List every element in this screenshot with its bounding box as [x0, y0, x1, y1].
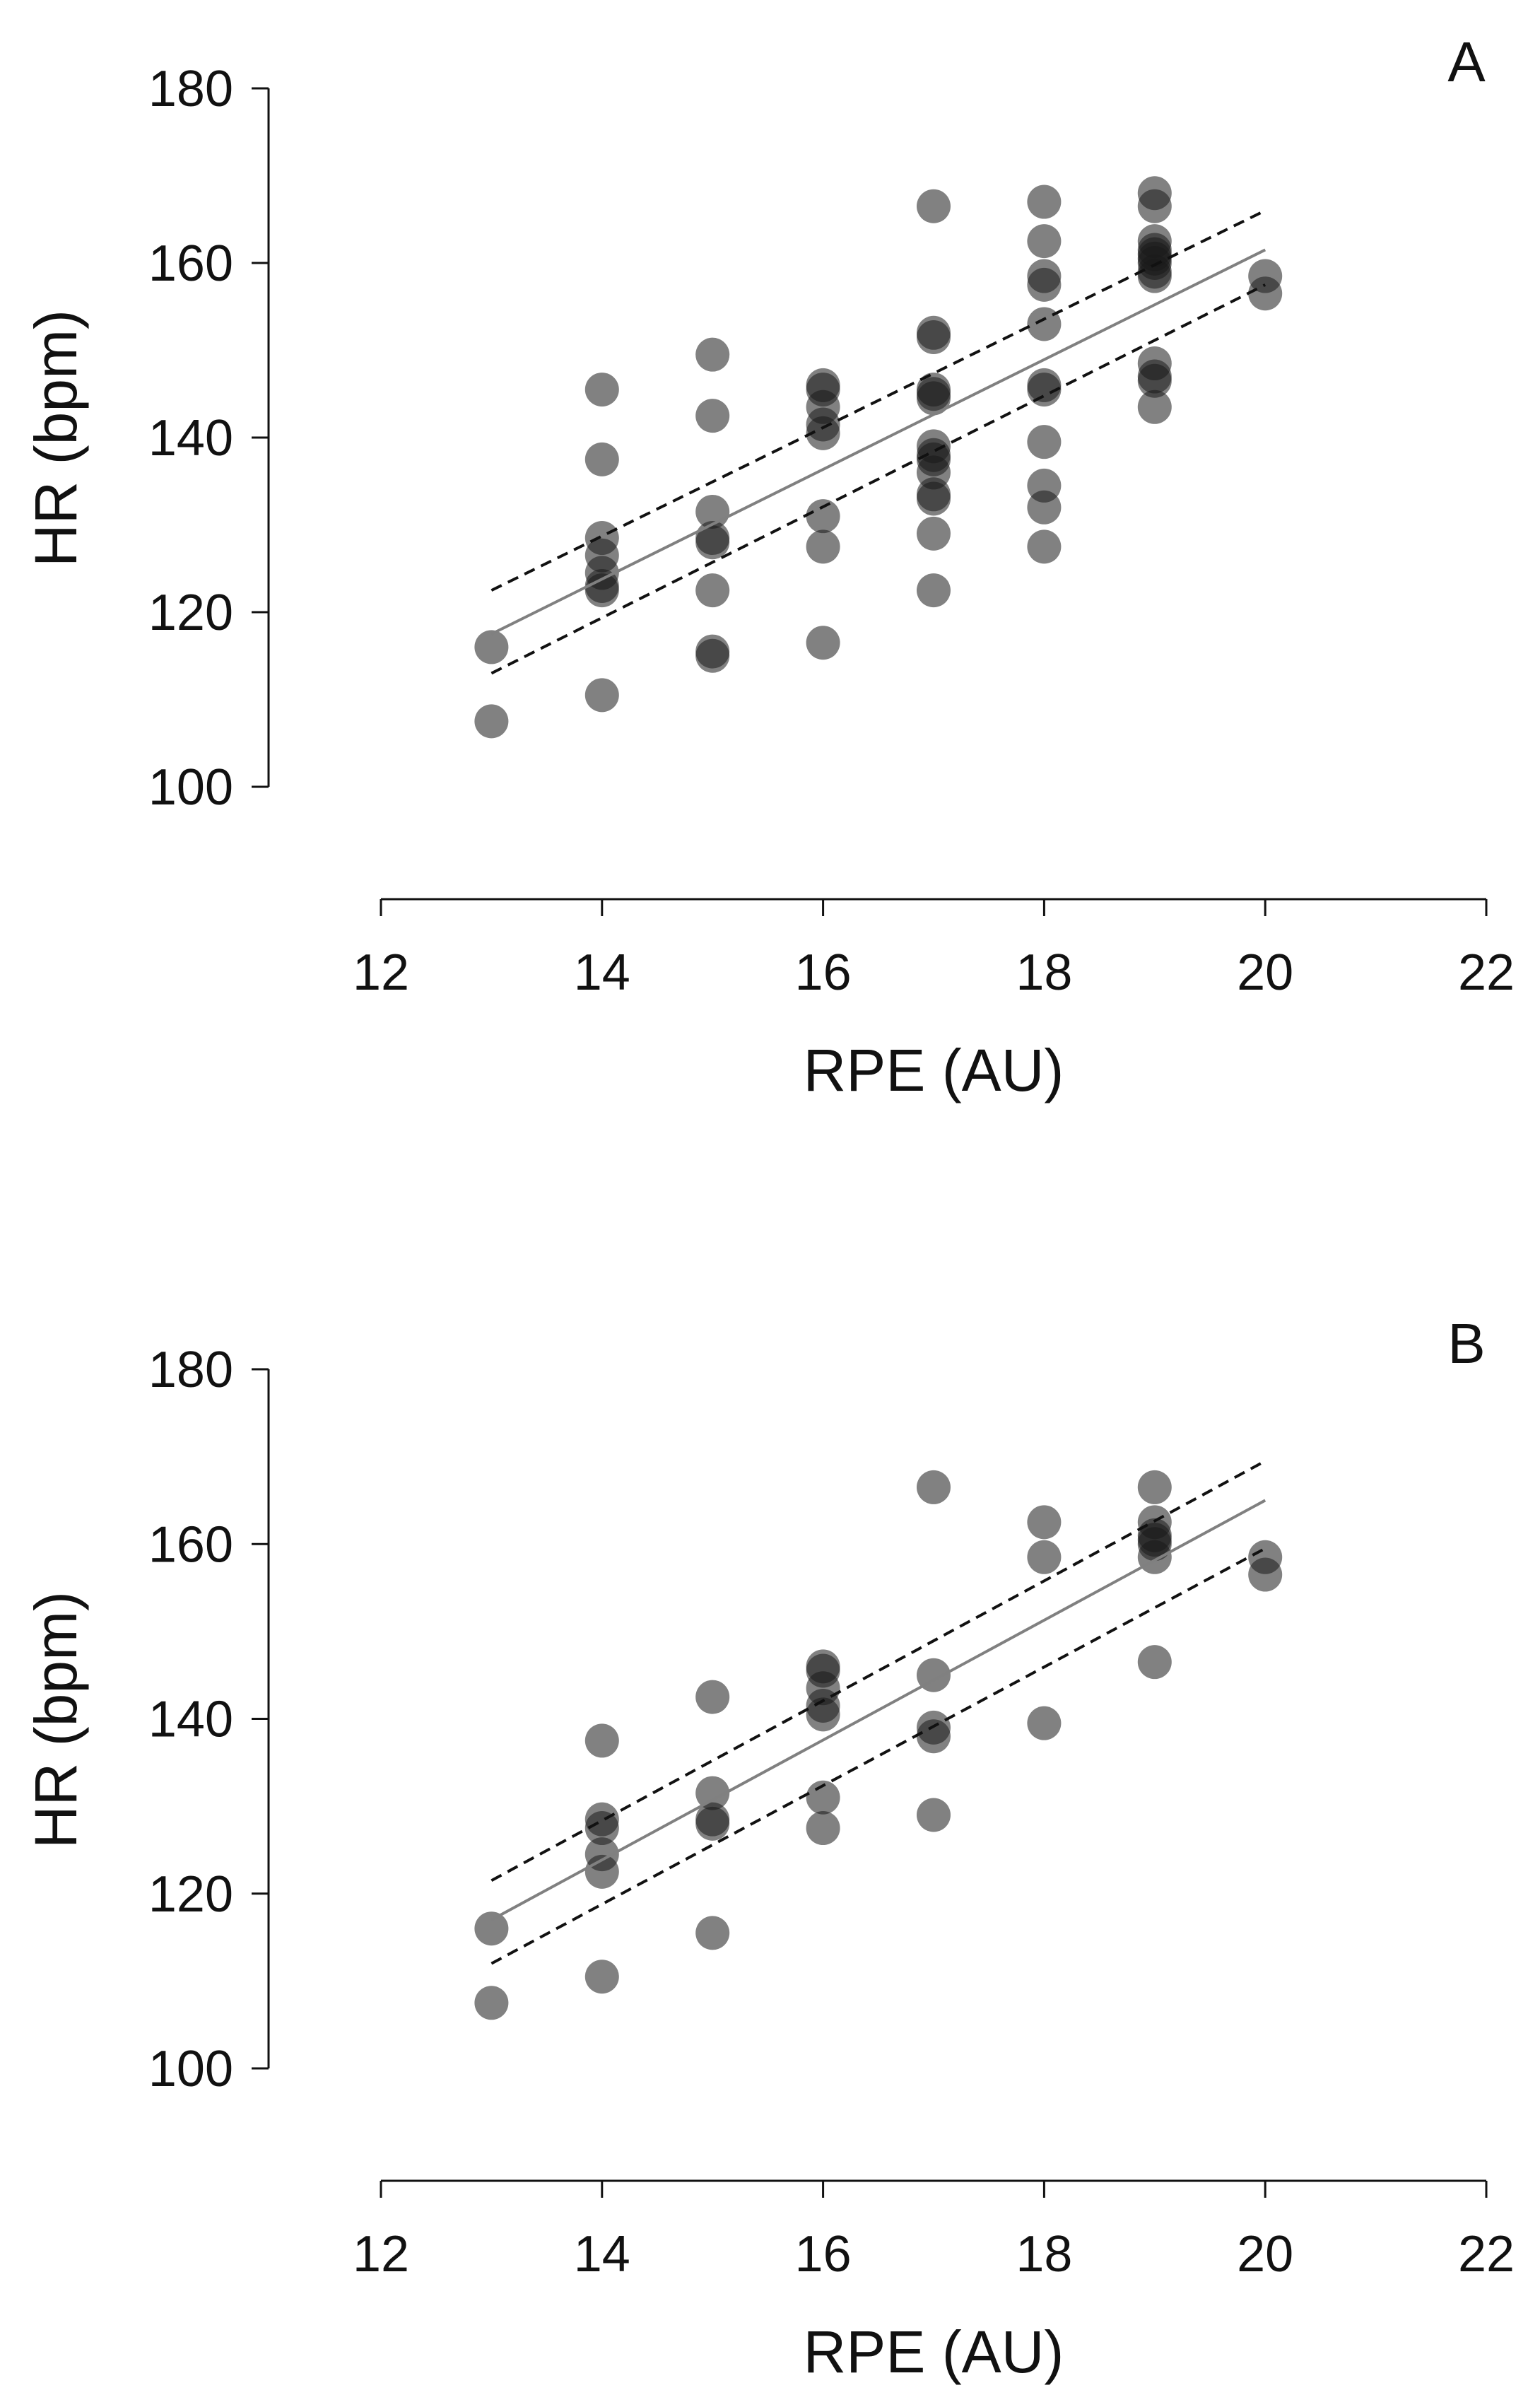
- data-point: [1027, 373, 1062, 407]
- data-point: [806, 499, 840, 534]
- x-tick-label: 12: [353, 944, 409, 1001]
- x-ticks: 12 14 16 18 20 22: [353, 2181, 1515, 2283]
- ci-lower-line: [490, 283, 1266, 675]
- y-tick-label: 180: [148, 61, 233, 117]
- data-point: [1137, 390, 1172, 424]
- data-point: [584, 1811, 619, 1846]
- data-point: [1137, 259, 1172, 293]
- y-tick-label: 180: [148, 1342, 233, 1398]
- data-point: [1027, 1706, 1062, 1740]
- data-point: [584, 678, 619, 713]
- x-ticks: 12 14 16 18 20 22: [353, 899, 1515, 1001]
- data-point: [474, 1911, 509, 1946]
- x-tick-label: 16: [795, 944, 852, 1001]
- data-point: [1137, 1470, 1172, 1504]
- x-axis-title: RPE (AU): [804, 2319, 1064, 2385]
- y-axis-title: HR (bpm): [23, 310, 89, 567]
- data-point: [917, 573, 951, 608]
- data-point: [1137, 1645, 1172, 1680]
- data-point: [1027, 529, 1062, 564]
- data-point: [695, 337, 730, 372]
- x-tick-label: 14: [574, 2226, 630, 2283]
- data-point: [917, 320, 951, 354]
- data-point: [806, 1811, 840, 1846]
- panel-label: B: [1447, 1312, 1485, 1375]
- x-tick-label: 22: [1458, 944, 1515, 1001]
- data-point: [584, 373, 619, 407]
- data-point: [695, 638, 730, 673]
- x-tick-label: 14: [574, 944, 630, 1001]
- x-tick-label: 12: [353, 2226, 409, 2283]
- x-tick-label: 22: [1458, 2226, 1515, 2283]
- data-marks: [474, 176, 1283, 739]
- data-point: [695, 1916, 730, 1950]
- data-point: [917, 481, 951, 516]
- x-tick-label: 20: [1237, 2226, 1293, 2283]
- data-point: [1137, 1540, 1172, 1574]
- panel-label: A: [1447, 30, 1486, 93]
- data-point: [917, 381, 951, 416]
- y-tick-label: 100: [148, 759, 233, 816]
- data-point: [806, 1780, 840, 1815]
- x-tick-label: 16: [795, 2226, 852, 2283]
- data-point: [1248, 1557, 1283, 1592]
- data-point: [1027, 185, 1062, 219]
- data-point: [1137, 363, 1172, 398]
- data-point: [806, 1697, 840, 1732]
- y-ticks: 100 120 140 160 180: [148, 1342, 269, 2097]
- y-axis-title: HR (bpm): [23, 1591, 89, 1849]
- x-tick-label: 18: [1016, 944, 1072, 1001]
- y-tick-label: 140: [148, 410, 233, 467]
- data-point: [1027, 490, 1062, 525]
- data-point: [474, 1986, 509, 2020]
- data-point: [1027, 1505, 1062, 1540]
- regression-line: [490, 1499, 1266, 1921]
- ci-upper-line: [490, 209, 1266, 592]
- y-tick-label: 120: [148, 1866, 233, 1923]
- data-point: [695, 399, 730, 433]
- y-tick-label: 120: [148, 585, 233, 641]
- data-point: [1027, 267, 1062, 302]
- data-point: [474, 630, 509, 664]
- y-ticks: 100 120 140 160 180: [148, 61, 269, 816]
- data-point: [917, 189, 951, 223]
- y-tick-label: 140: [148, 1692, 233, 1748]
- data-point: [917, 1798, 951, 1832]
- data-point: [917, 1719, 951, 1754]
- data-point: [584, 1723, 619, 1758]
- data-point: [695, 1806, 730, 1841]
- data-point: [695, 525, 730, 560]
- x-tick-label: 20: [1237, 944, 1293, 1001]
- data-point: [917, 516, 951, 551]
- x-axis-title: RPE (AU): [804, 1037, 1064, 1103]
- data-point: [1027, 1540, 1062, 1574]
- y-tick-label: 160: [148, 1516, 233, 1573]
- x-tick-label: 18: [1016, 2226, 1072, 2283]
- data-marks: [474, 1460, 1283, 2020]
- data-point: [695, 573, 730, 608]
- data-point: [806, 529, 840, 564]
- data-point: [806, 626, 840, 660]
- data-point: [584, 1960, 619, 1994]
- data-point: [917, 1470, 951, 1504]
- data-point: [695, 1776, 730, 1810]
- y-tick-label: 160: [148, 235, 233, 292]
- data-point: [584, 442, 619, 476]
- panel-a: A 100 120 140 160 180 12 14 16 18 20 22 …: [23, 30, 1515, 1103]
- y-tick-label: 100: [148, 2041, 233, 2097]
- data-point: [474, 704, 509, 739]
- regression-line: [490, 248, 1266, 636]
- panel-b: B 100 120 140 160 180 12 14 16 18 20 22 …: [23, 1312, 1515, 2385]
- data-point: [1137, 189, 1172, 223]
- data-point: [695, 1680, 730, 1714]
- data-point: [1027, 224, 1062, 259]
- data-point: [1248, 276, 1283, 311]
- data-point: [1027, 425, 1062, 459]
